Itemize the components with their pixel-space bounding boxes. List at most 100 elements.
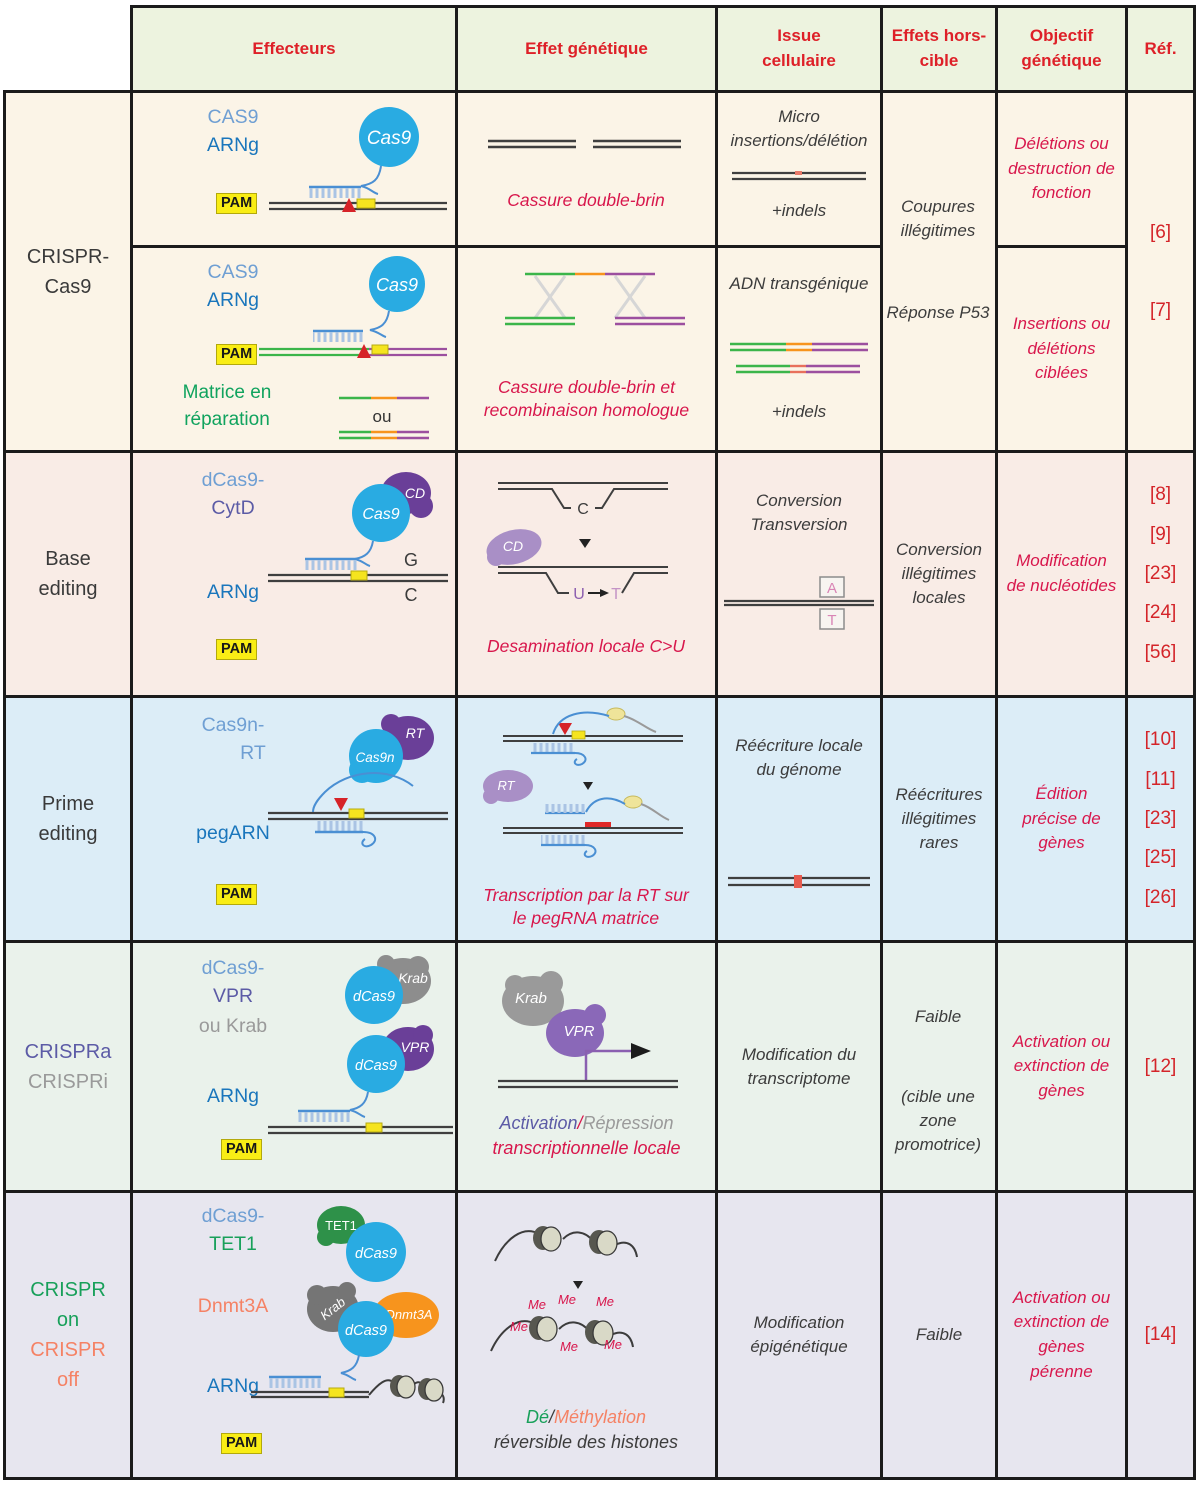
cell-objective-crispr-on-off: Activation ou extinction de gènes pérenn…	[995, 1190, 1125, 1480]
cell-issue-cas9a: Micro insertions/délétion +indels	[715, 90, 880, 245]
ref-item: [9]	[1149, 523, 1172, 545]
effector-line1: dCas9-	[201, 1205, 265, 1227]
offtarget-text: Réécritures illégitimes rares	[895, 785, 983, 852]
effector-cas9-label: CAS9	[207, 261, 259, 283]
effect-caption: Desamination locale C>U	[487, 636, 685, 656]
rewrite-dna-diagram	[728, 875, 870, 888]
caption-activation: Activation	[499, 1113, 578, 1133]
effector-arng-label: ARNg	[206, 289, 260, 311]
down-arrow	[583, 782, 593, 790]
ref-item: [24]	[1144, 602, 1177, 624]
vpr-blob-label: VPR	[564, 1023, 595, 1040]
offtarget-text-2: (cible une zone promotrice)	[895, 1087, 981, 1154]
offtarget-text-1: Faible	[914, 1007, 962, 1026]
effect-caption: Cassure double-brin	[507, 190, 665, 210]
row-label-crispr-on-off: CRISPR on CRISPR off	[3, 1190, 130, 1480]
me-label: Me	[558, 1292, 576, 1307]
transcription-arrow	[631, 1043, 651, 1059]
base-editor-complex-diagram: CD Cas9 G C	[268, 472, 448, 605]
base-a-label: A	[827, 580, 837, 597]
issue-title: Micro insertions/délétion	[730, 107, 868, 150]
base-c-label: C	[577, 501, 589, 518]
header-effet-genetique: Effet génétique	[455, 5, 715, 90]
cell-effect-crispra-i: Krab VPR Activation/Répression transcrip…	[455, 940, 715, 1190]
cell-offtarget-prime-editing: Réécritures illégitimes rares	[880, 695, 995, 940]
objective-text: Modification de nucléotides	[1006, 551, 1117, 595]
transgene-dna-diagram	[730, 342, 868, 374]
me-label: Me	[604, 1337, 622, 1352]
cas9-protein-label: Cas9	[367, 128, 412, 149]
base-u-label: U	[573, 586, 585, 603]
header-effecteurs: Effecteurs	[130, 5, 455, 90]
cell-objective-cas9b: Insertions ou délétions ciblées	[995, 245, 1125, 450]
epigenetic-editor-complex-diagram: TET1 dCas9 Krab Dnmt3A dCas9	[251, 1206, 445, 1404]
cell-effectors-crispr-on-off: dCas9- TET1 Dnmt3A ARNg PAM TET1 dCas9 K…	[130, 1190, 455, 1480]
cell-effectors-cas9a: CAS9 ARNg PAM Cas9	[130, 90, 455, 245]
cell-refs-base-editing: [8] [9] [23] [24] [56]	[1125, 450, 1196, 695]
cell-issue-base-editing: Conversion Transversion A T	[715, 450, 880, 695]
dcas9-protein-label: dCas9	[345, 1323, 387, 1339]
issue-title: Modification épigénétique	[750, 1313, 848, 1356]
effector-line1: dCas9-	[201, 469, 265, 491]
ref-item: [23]	[1144, 807, 1177, 829]
cell-offtarget-crispra-i: Faible (cible une zone promotrice)	[880, 940, 995, 1190]
cell-refs-crispra-i: [12]	[1125, 940, 1196, 1190]
effector-arng-label: ARNg	[206, 1085, 260, 1107]
histone-methylation-diagram: Me Me Me Me Me Me	[490, 1226, 638, 1354]
cas9-protein-label: Cas9	[362, 506, 399, 523]
cell-offtarget-base-editing: Conversion illégitimes locales	[880, 450, 995, 695]
me-label: Me	[596, 1294, 614, 1309]
pam-badge: PAM	[216, 193, 258, 214]
ref-item: [12]	[1144, 1055, 1177, 1077]
header-issue-cellulaire: Issue cellulaire	[715, 5, 880, 90]
tet1-protein-label: TET1	[325, 1218, 357, 1233]
cd-enzyme-label: CD	[503, 538, 523, 554]
effector-pegarn-label: pegARN	[196, 822, 270, 844]
header-ref: Réf.	[1125, 5, 1196, 90]
ref-item: [26]	[1144, 886, 1177, 908]
effector-line2: TET1	[209, 1233, 257, 1255]
caption-methylation: Méthylation	[553, 1407, 647, 1427]
peg-rna-transcription-diagram: RT	[483, 707, 683, 858]
row-label-line4: off	[57, 1369, 79, 1391]
caption-line2: transcriptionnelle locale	[492, 1138, 681, 1159]
dnmt3a-protein-label: Dnmt3A	[386, 1307, 433, 1322]
row-label-prime-editing: Prime editing	[3, 695, 130, 940]
row-label-crispri: CRISPRi	[27, 1070, 108, 1093]
cell-effectors-cas9b: CAS9 ARNg PAM Matrice en réparation Cas9…	[130, 245, 455, 450]
effect-caption: Cassure double-brin et recombinaison hom…	[483, 377, 690, 421]
objective-text: Délétions ou destruction de fonction	[1008, 134, 1115, 203]
issue-note: +indels	[771, 201, 827, 220]
effector-line3: Dnmt3A	[197, 1295, 269, 1317]
dcas9-protein-label: dCas9	[355, 1058, 397, 1074]
transcription-modulation-diagram: Krab VPR	[498, 971, 678, 1089]
header-effet-genetique-label: Effet génétique	[525, 38, 648, 58]
rt-protein-label: RT	[406, 725, 426, 741]
cut-site-triangle	[357, 344, 371, 358]
issue-title: ADN transgénique	[729, 274, 869, 293]
effector-arng-label: ARNg	[206, 1375, 260, 1397]
crispr-comparison-table: Effecteurs Effet génétique Issue cellula…	[3, 5, 1196, 1480]
caption-line2: réversible des histones	[493, 1432, 679, 1453]
cut-site-triangle	[342, 198, 356, 212]
row-label-prime-editing-text: Prime editing	[38, 793, 98, 845]
effector-cas9-label: CAS9	[207, 106, 259, 128]
cell-refs-crispr-on-off: [14]	[1125, 1190, 1196, 1480]
krab-blob-label: Krab	[515, 990, 547, 1007]
cell-effect-prime-editing: RT Transcription par la RT sur le pegRNA…	[455, 695, 715, 940]
pam-badge: PAM	[216, 884, 258, 905]
issue-title: Modification du transcriptome	[741, 1044, 857, 1088]
effector-line3: ou Krab	[198, 1015, 268, 1037]
down-arrow	[573, 1281, 583, 1289]
base-top-label: G	[404, 550, 418, 570]
homologous-recombination-diagram	[505, 272, 685, 326]
ref-item: [11]	[1145, 768, 1176, 790]
row-label-line2: on	[56, 1309, 80, 1331]
cell-refs-prime-editing: [10] [11] [23] [25] [26]	[1125, 695, 1196, 940]
me-label: Me	[528, 1297, 546, 1312]
ref-item: [56]	[1144, 641, 1177, 663]
cas9-protein-label: Cas9	[376, 275, 418, 295]
header-effets-hors-cible: Effets hors-cible	[880, 5, 995, 90]
cas9-hdr-diagram: Cas9 ou	[259, 256, 447, 440]
header-ref-label: Réf.	[1144, 38, 1177, 58]
